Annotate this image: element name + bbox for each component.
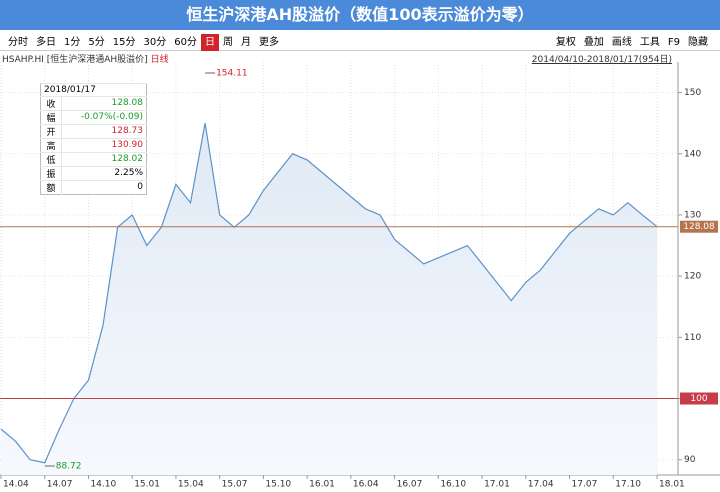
x-tick-label: 17.07	[572, 480, 598, 490]
info-key: 开	[40, 123, 62, 138]
x-tick-label: 15.10	[265, 480, 291, 490]
x-tick-label: 16.04	[353, 480, 379, 490]
info-key: 幅	[40, 109, 62, 124]
info-row: 低 128.02	[40, 151, 147, 166]
info-row: 幅 -0.07%(-0.09)	[40, 109, 147, 124]
toolbar-button[interactable]: 多日	[36, 37, 56, 48]
toolbar-button[interactable]: 5分	[88, 37, 105, 48]
info-value: -0.07%(-0.09)	[61, 109, 147, 124]
x-tick-label: 14.07	[47, 480, 73, 490]
annotation: 88.72	[56, 462, 82, 472]
toolbar-button[interactable]: 周	[222, 37, 233, 48]
x-tick-label: 14.10	[90, 480, 116, 490]
symbol-line: HSAHP.HI [恒生沪深港通AH股溢价] 日线	[2, 52, 169, 65]
reference-label-box	[680, 392, 718, 405]
toolbar-button[interactable]: 分时	[8, 37, 28, 48]
reference-label: 100	[690, 394, 707, 404]
info-value: 0	[61, 179, 147, 194]
y-tick-label: 90	[684, 455, 696, 465]
period: 日线	[150, 55, 169, 65]
info-row: 开 128.73	[40, 123, 147, 138]
y-tick-label: 120	[684, 272, 701, 282]
toolbar-button[interactable]: F9	[667, 37, 680, 48]
info-value: 130.90	[61, 137, 147, 152]
annotation: 154.11	[216, 69, 248, 79]
x-tick-label: 16.01	[309, 480, 335, 490]
info-key: 振	[40, 165, 62, 180]
info-value: 128.08	[61, 95, 147, 110]
toolbar-button[interactable]: 日	[200, 34, 219, 51]
toolbar-button[interactable]: 复权	[555, 37, 576, 48]
toolbar-button[interactable]: 30分	[143, 37, 167, 48]
info-value: 128.02	[61, 151, 147, 166]
x-tick-label: 16.10	[440, 480, 466, 490]
x-tick-label: 17.10	[615, 480, 641, 490]
info-row: 收 128.08	[40, 95, 147, 110]
info-row: 振 2.25%	[40, 165, 147, 180]
line	[0, 123, 658, 464]
x-tick-label: 15.04	[178, 480, 204, 490]
toolbar-button[interactable]: 更多	[258, 37, 279, 48]
toolbar-button[interactable]: 1分	[64, 37, 81, 48]
toolbar-button[interactable]: 60分	[174, 37, 197, 48]
x-tick-label: 16.07	[397, 480, 423, 490]
x-tick-label: 14.04	[3, 480, 29, 490]
x-tick-label: 17.01	[484, 480, 510, 490]
info-key: 低	[40, 151, 62, 166]
toolbar-button[interactable]: 隐藏	[688, 37, 708, 48]
x-tick-label: 17.04	[528, 480, 554, 490]
x-tick-label: 18.01	[659, 480, 685, 490]
area	[1, 123, 657, 476]
info-date: 2018/01/17	[40, 83, 147, 96]
toolbar-button[interactable]: 工具	[639, 37, 660, 48]
toolbar: 分时 多日 1分 5分 15分 30分 60分日周月更多 复权 叠加 画线 工具 F9 隐藏	[0, 32, 720, 51]
info-row: 高 130.90	[40, 137, 147, 152]
date-range[interactable]: 2014/04/10-2018/01/17(954日)	[531, 55, 672, 65]
toolbar-button[interactable]: 画线	[611, 37, 632, 48]
toolbar-button[interactable]: 月	[240, 37, 251, 48]
info-panel: 2018/01/17 收 128.08 幅 -0.07%(-0.09) 开 128.73 高 1…	[40, 83, 147, 195]
toolbar-button[interactable]: 15分	[112, 37, 136, 48]
symbol-code: HSAHP.HI [恒生沪深港通AH股溢价]	[2, 55, 148, 65]
title: 恒生沪深港AH股溢价（数值100表示溢价为零）	[0, 0, 720, 30]
y-tick-label: 150	[684, 88, 701, 98]
reference-label: 128.08	[683, 222, 715, 232]
reference-label-box	[680, 220, 718, 233]
x-tick-label: 15.01	[134, 480, 160, 490]
x-tick-label: 15.07	[222, 480, 248, 490]
info-key: 高	[40, 137, 62, 152]
toolbar-button[interactable]: 叠加	[583, 37, 604, 48]
info-value: 2.25%	[61, 165, 147, 180]
y-tick-label: 140	[684, 149, 701, 159]
y-tick-label: 130	[684, 210, 701, 220]
info-value: 128.73	[61, 123, 147, 138]
info-key: 收	[40, 95, 62, 110]
info-key: 额	[40, 179, 62, 194]
y-tick-label: 110	[684, 333, 701, 343]
